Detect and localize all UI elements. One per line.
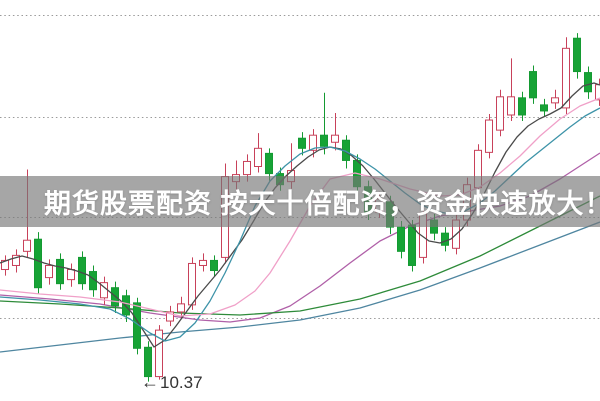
candle-body-up <box>12 254 20 266</box>
candle-body-down <box>122 295 130 316</box>
candle-body-up <box>166 311 174 322</box>
candle-body-down <box>397 226 405 252</box>
candle-body-down <box>441 232 449 246</box>
candle-body-up <box>309 134 317 151</box>
promo-banner-text: 期货股票配资 按天十倍配资，资金快速放大！ <box>44 189 600 219</box>
ma-green-line <box>0 195 600 316</box>
candle-body-up <box>496 96 504 131</box>
candle-body-up <box>67 269 75 281</box>
candle-body-up <box>595 84 600 101</box>
candle-body-down <box>210 259 218 272</box>
candle-body-up <box>331 134 339 143</box>
candle-body-up <box>485 119 493 153</box>
candle-body-up <box>1 259 9 271</box>
candle-body-down <box>529 71 537 99</box>
candle-body-down <box>144 346 152 378</box>
candle-body-down <box>408 224 416 266</box>
candle-body-up <box>188 262 196 306</box>
candle-body-down <box>34 238 42 289</box>
left-arrow-icon: ← <box>141 372 159 392</box>
candle-body-up <box>254 147 262 168</box>
low-price-annotation: ← 10.37 <box>141 372 203 393</box>
ma-teal-line <box>0 107 600 342</box>
candle-body-up <box>155 329 163 378</box>
candle-body-down <box>573 37 581 73</box>
candle-body-down <box>584 72 592 93</box>
candle-body-up <box>23 239 31 252</box>
candle-body-down <box>518 97 526 116</box>
candle-body-up <box>45 264 53 279</box>
candle-body-down <box>320 134 328 147</box>
candle-body-up <box>507 96 515 116</box>
ma-fast-dark-line <box>0 82 600 348</box>
candle-body-up <box>199 259 207 266</box>
low-price-value: 10.37 <box>160 372 203 392</box>
candle-body-down <box>540 104 548 112</box>
ma-slate-line <box>0 221 600 353</box>
candle-body-up <box>243 160 251 176</box>
candle-body-down <box>298 137 306 149</box>
candle-body-down <box>56 258 64 285</box>
promo-banner: 期货股票配资 按天十倍配资，资金快速放大！ <box>0 176 600 227</box>
candle-body-up <box>177 303 185 313</box>
candle-body-up <box>551 97 559 104</box>
candle-body-up <box>562 47 570 109</box>
candle-body-down <box>265 152 273 175</box>
candle-body-down <box>78 256 86 285</box>
